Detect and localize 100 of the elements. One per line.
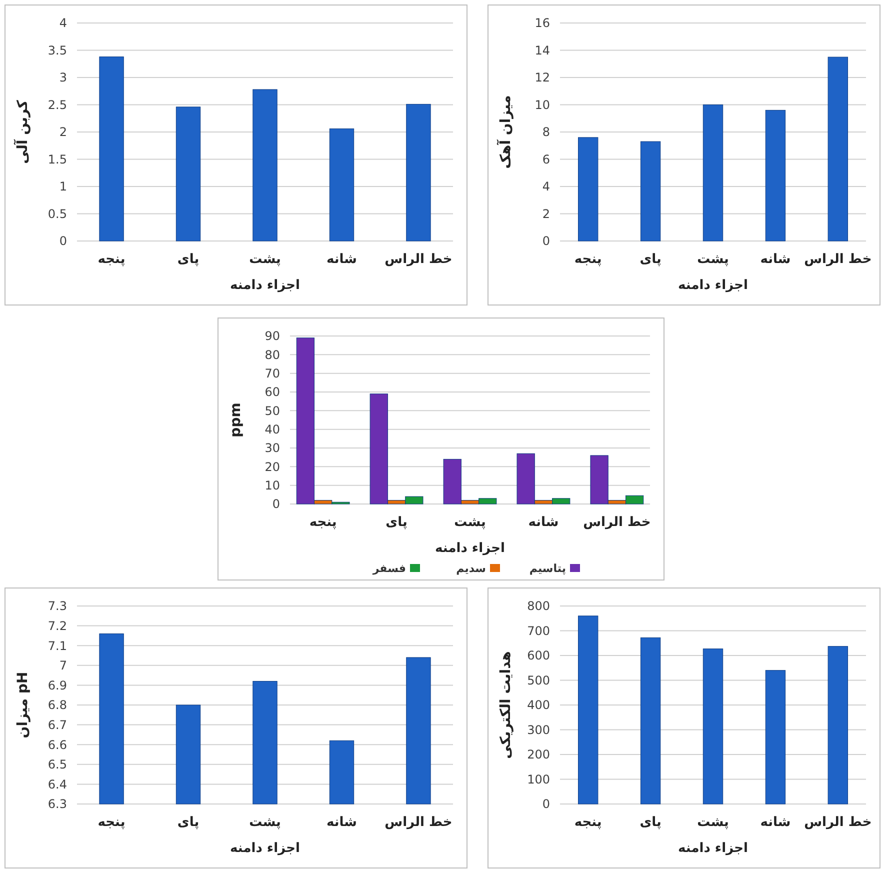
y-tick-label: 0 (272, 497, 280, 512)
bar (578, 137, 598, 242)
y-tick-label: 6 (542, 152, 550, 166)
y-tick-label: 60 (264, 385, 280, 400)
y-tick-label: 3 (59, 70, 67, 85)
x-tick-label: پنجه (98, 815, 126, 830)
y-tick-label: 0 (542, 234, 550, 248)
y-axis-title: میزان آهک (496, 95, 514, 169)
x-axis-title: اجزاء دامنه (230, 278, 300, 293)
legend-label: سدیم (456, 562, 486, 575)
y-tick-label: 20 (264, 460, 280, 474)
y-tick-label: 100 (527, 772, 550, 786)
x-tick-label: پای (386, 515, 408, 530)
x-tick-label: خط الراس (384, 252, 452, 267)
y-tick-label: 4 (542, 180, 550, 194)
y-tick-label: 6.6 (48, 738, 67, 752)
y-tick-label: 200 (527, 748, 550, 762)
y-tick-label: 16 (534, 16, 550, 30)
y-axis-title: کربن آلی (13, 99, 31, 164)
y-axis-title: هدایت الکتریکی (498, 651, 514, 759)
x-tick-label: پنجه (574, 252, 602, 267)
x-tick-label: پشت (697, 815, 729, 830)
bar (640, 637, 661, 804)
x-tick-label: خط الراس (804, 815, 872, 830)
y-tick-label: 12 (534, 70, 550, 85)
y-tick-label: 500 (527, 673, 550, 688)
bar (329, 128, 354, 242)
bar (578, 616, 598, 804)
x-tick-label: خط الراس (804, 252, 872, 267)
bar (99, 56, 124, 242)
bar (765, 110, 786, 242)
y-tick-label: 6.8 (48, 698, 67, 712)
y-tick-label: 800 (527, 599, 550, 614)
x-tick-label: شانه (760, 815, 791, 830)
y-tick-label: 2 (542, 206, 550, 221)
bar (702, 648, 724, 804)
x-tick-label: خط الراس (583, 515, 651, 530)
bar (828, 646, 848, 804)
y-tick-label: 6.9 (48, 678, 67, 692)
y-tick-label: 3.5 (48, 43, 67, 58)
x-tick-label: پنجه (574, 815, 602, 830)
y-tick-label: 2.5 (48, 98, 67, 112)
bar (828, 56, 848, 242)
x-tick-label: شانه (326, 815, 357, 830)
x-tick-label: پشت (249, 815, 281, 830)
x-axis-title: اجزاء دامنه (435, 541, 505, 556)
bar (406, 104, 431, 242)
y-axis-title: میزان pH (15, 672, 31, 738)
y-tick-label: 0.5 (48, 206, 67, 221)
x-tick-label: خط الراس (384, 815, 452, 830)
y-tick-label: 6.5 (48, 758, 67, 772)
y-tick-label: 7 (59, 658, 67, 673)
x-tick-label: پشت (454, 515, 486, 530)
y-tick-label: 30 (264, 441, 280, 456)
x-tick-label: پنجه (98, 252, 126, 267)
x-tick-label: شانه (528, 515, 559, 530)
x-tick-label: پشت (249, 252, 281, 267)
x-axis-title: اجزاء دامنه (678, 841, 748, 856)
y-tick-label: 0 (59, 234, 67, 248)
x-tick-label: پای (177, 252, 200, 267)
x-tick-label: پنجه (309, 515, 337, 530)
y-tick-label: 7.2 (48, 619, 67, 633)
y-tick-label: 10 (264, 478, 280, 493)
x-axis-title: اجزاء دامنه (230, 841, 300, 856)
y-tick-label: 6.7 (48, 718, 67, 732)
y-axis-title: ppm (228, 402, 244, 438)
bar (702, 104, 724, 242)
x-tick-label: شانه (760, 252, 791, 267)
y-tick-label: 80 (264, 348, 280, 362)
y-tick-label: 300 (527, 722, 550, 737)
y-tick-label: 1.5 (48, 152, 67, 166)
bar (765, 670, 786, 804)
legend-label: فسفر (372, 562, 406, 575)
bar (252, 89, 278, 242)
x-axis-title: اجزاء دامنه (678, 278, 748, 293)
legend-label: پتاسیم (529, 562, 566, 575)
y-tick-label: 400 (527, 698, 550, 712)
bar (176, 106, 201, 242)
x-tick-label: پشت (697, 252, 729, 267)
x-tick-label: شانه (326, 252, 357, 267)
y-tick-label: 40 (264, 422, 280, 437)
y-tick-label: 50 (264, 404, 280, 418)
y-tick-label: 90 (264, 329, 280, 344)
y-tick-label: 0 (542, 797, 550, 812)
x-tick-label: پای (177, 815, 200, 830)
y-tick-label: 700 (527, 624, 550, 638)
bar (640, 141, 661, 242)
y-tick-label: 2 (59, 125, 67, 140)
y-tick-label: 8 (542, 125, 550, 140)
y-tick-label: 6.3 (48, 797, 67, 812)
y-tick-label: 600 (527, 648, 550, 663)
y-tick-label: 10 (534, 98, 550, 112)
y-tick-label: 70 (264, 366, 280, 381)
y-tick-label: 6.4 (48, 777, 67, 792)
y-tick-label: 7.1 (48, 638, 67, 653)
y-tick-label: 7.3 (48, 599, 67, 614)
y-tick-label: 4 (59, 16, 67, 30)
x-tick-label: پای (640, 815, 662, 830)
y-tick-label: 14 (534, 43, 550, 58)
y-tick-label: 1 (59, 180, 67, 194)
